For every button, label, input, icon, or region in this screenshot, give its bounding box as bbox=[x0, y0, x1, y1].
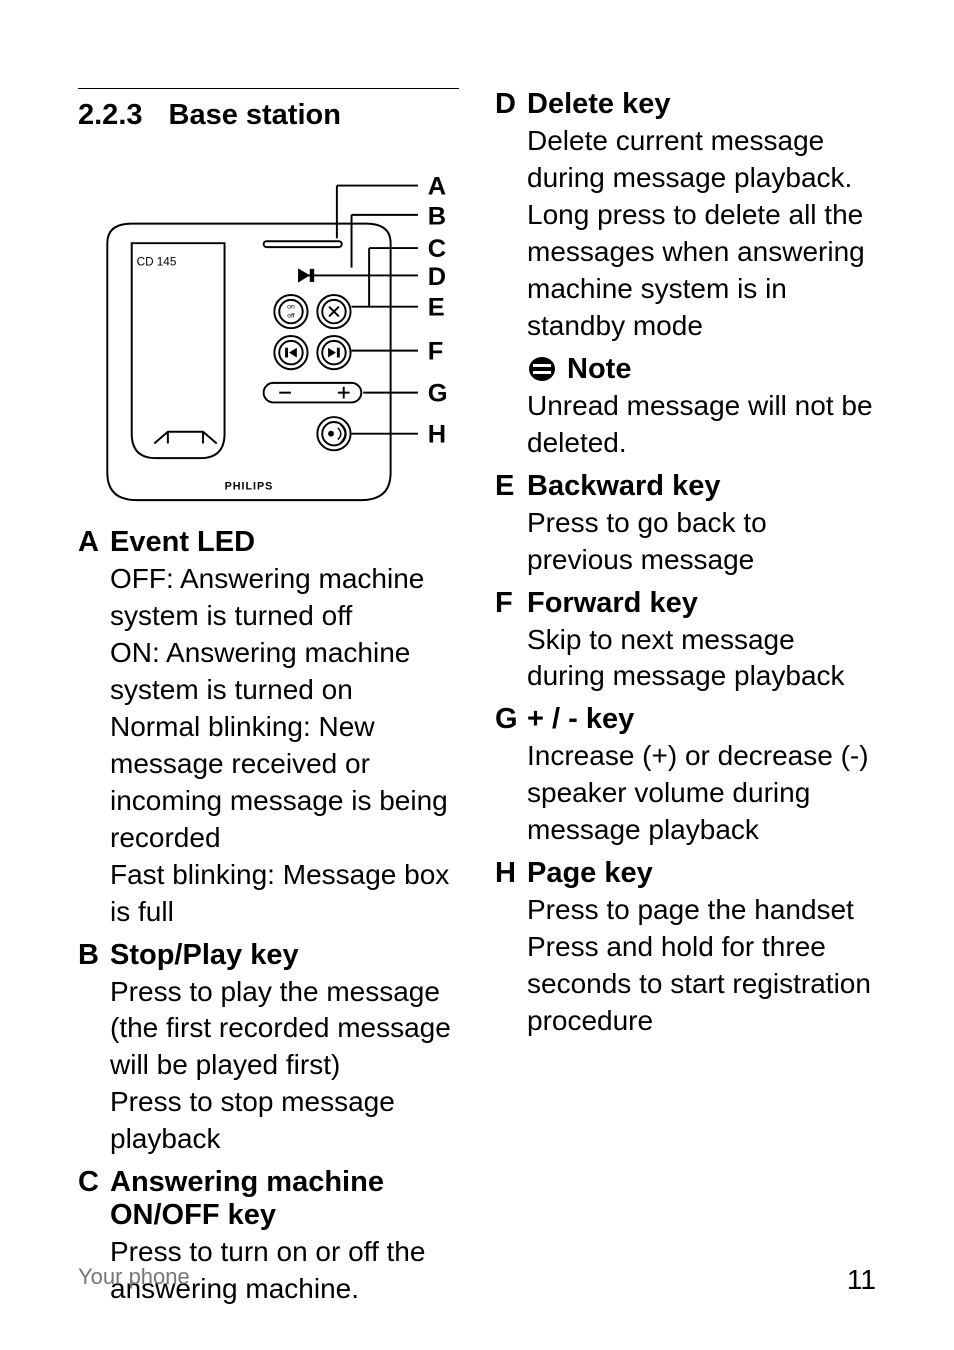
item-h-body: Press to page the handset Press and hold… bbox=[527, 892, 876, 1040]
item-letter: C bbox=[78, 1166, 110, 1232]
item-d-heading: D Delete key bbox=[495, 88, 876, 121]
brand-label: PHILIPS bbox=[225, 480, 274, 492]
section-heading: 2.2.3 Base station bbox=[78, 99, 459, 132]
item-d-note-body: Unread message will not be deleted. bbox=[527, 388, 876, 462]
item-letter: G bbox=[495, 703, 527, 736]
item-c-heading: C Answering machine ON/OFF key bbox=[78, 1166, 459, 1232]
page: 2.2.3 Base station CD 1 bbox=[0, 0, 954, 1350]
item-letter: F bbox=[495, 587, 527, 620]
svg-text:off: off bbox=[287, 312, 295, 319]
item-h-heading: H Page key bbox=[495, 857, 876, 890]
callout-b: B bbox=[428, 203, 446, 231]
two-column-layout: 2.2.3 Base station CD 1 bbox=[78, 88, 876, 1316]
section-number: 2.2.3 bbox=[78, 99, 143, 132]
item-title: Backward key bbox=[527, 470, 720, 503]
item-f-body: Skip to next message during message play… bbox=[527, 622, 876, 696]
item-a-body: OFF: Answering machine system is turned … bbox=[110, 561, 459, 931]
section-rule bbox=[78, 88, 459, 89]
note-row: Note bbox=[527, 353, 876, 386]
callout-g: G bbox=[428, 379, 448, 407]
item-e-heading: E Backward key bbox=[495, 470, 876, 503]
item-title: Page key bbox=[527, 857, 653, 890]
item-title: Event LED bbox=[110, 526, 255, 559]
item-letter: B bbox=[78, 939, 110, 972]
footer-page-number: 11 bbox=[847, 1264, 876, 1296]
item-b-heading: B Stop/Play key bbox=[78, 939, 459, 972]
item-a-heading: A Event LED bbox=[78, 526, 459, 559]
callout-c: C bbox=[428, 235, 446, 263]
callout-h: H bbox=[428, 420, 446, 448]
section-title: Base station bbox=[169, 99, 341, 132]
right-column: D Delete key Delete current message duri… bbox=[495, 88, 876, 1316]
item-letter: E bbox=[495, 470, 527, 503]
item-d-body: Delete current message during message pl… bbox=[527, 123, 876, 345]
item-letter: A bbox=[78, 526, 110, 559]
footer-left: Your phone bbox=[78, 1264, 190, 1296]
callout-a: A bbox=[428, 172, 446, 200]
item-g-heading: G + / - key bbox=[495, 703, 876, 736]
item-title: + / - key bbox=[527, 703, 634, 736]
item-title: Forward key bbox=[527, 587, 698, 620]
callout-f: F bbox=[428, 337, 444, 365]
item-f-heading: F Forward key bbox=[495, 587, 876, 620]
item-g-body: Increase (+) or decrease (-) speaker vol… bbox=[527, 738, 876, 849]
item-e-body: Press to go back to previous message bbox=[527, 505, 876, 579]
svg-text:on: on bbox=[287, 304, 295, 311]
item-title: Delete key bbox=[527, 88, 671, 121]
item-letter: H bbox=[495, 857, 527, 890]
callout-e: E bbox=[428, 293, 445, 321]
item-b-body: Press to play the message (the first rec… bbox=[110, 974, 459, 1159]
item-title: Answering machine ON/OFF key bbox=[110, 1166, 459, 1232]
callout-d: D bbox=[428, 263, 446, 291]
base-station-diagram: CD 145 on off bbox=[78, 146, 459, 526]
note-icon bbox=[527, 355, 557, 383]
item-title: Stop/Play key bbox=[110, 939, 299, 972]
page-footer: Your phone 11 bbox=[78, 1264, 876, 1296]
item-letter: D bbox=[495, 88, 527, 121]
device-model-label: CD 145 bbox=[137, 256, 177, 269]
left-column: 2.2.3 Base station CD 1 bbox=[78, 88, 459, 1316]
note-label: Note bbox=[567, 353, 631, 386]
